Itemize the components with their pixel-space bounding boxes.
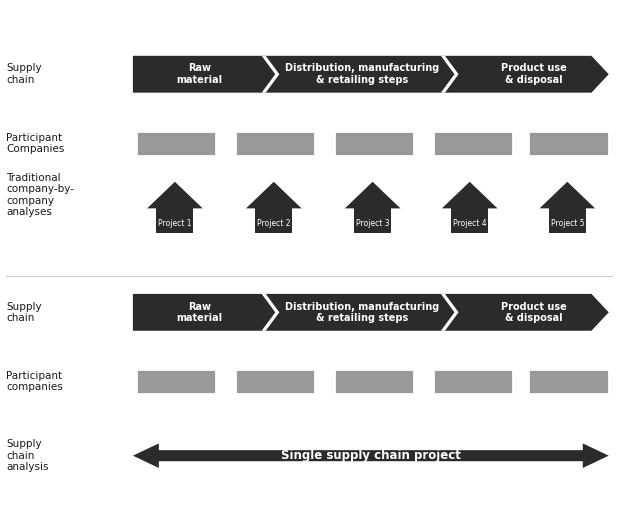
Bar [235,131,315,156]
Text: Project 1: Project 1 [158,219,192,228]
Polygon shape [147,182,203,208]
Text: Participant
companies: Participant companies [6,371,63,392]
Text: Participant
Companies: Participant Companies [6,133,64,154]
Polygon shape [261,294,279,331]
Text: Project 3: Project 3 [356,219,389,228]
Bar [156,208,193,233]
Polygon shape [441,56,459,93]
Polygon shape [345,182,400,208]
Text: Distribution, manufacturing
& retailing steps: Distribution, manufacturing & retailing … [285,63,439,85]
Text: Project 5: Project 5 [551,219,584,228]
Bar [235,369,315,394]
Text: Raw
material: Raw material [176,63,222,85]
Polygon shape [246,182,302,208]
Bar [255,208,292,233]
Text: Distribution, manufacturing
& retailing steps: Distribution, manufacturing & retailing … [285,302,439,323]
Polygon shape [442,182,497,208]
Bar [334,131,414,156]
Bar [136,369,216,394]
Polygon shape [441,294,459,331]
Text: Supply
chain: Supply chain [6,63,42,85]
Text: Project 2: Project 2 [257,219,290,228]
Bar [528,131,609,156]
Bar [549,208,586,233]
Text: Supply
chain
analysis: Supply chain analysis [6,439,49,472]
Polygon shape [261,56,279,93]
Text: Product use
& disposal: Product use & disposal [501,302,567,323]
Bar [136,131,216,156]
Bar [354,208,391,233]
Bar [433,369,513,394]
Polygon shape [133,443,609,468]
Polygon shape [133,294,609,331]
Polygon shape [540,182,595,208]
Text: Single supply chain project: Single supply chain project [281,449,461,462]
Text: Project 4: Project 4 [453,219,486,228]
Polygon shape [133,56,609,93]
Text: Raw
material: Raw material [176,302,222,323]
Bar [334,369,414,394]
Text: Traditional
company-by-
company
analyses: Traditional company-by- company analyses [6,173,74,218]
Bar [528,369,609,394]
Bar [451,208,488,233]
Text: Product use
& disposal: Product use & disposal [501,63,567,85]
Text: Supply
chain: Supply chain [6,302,42,323]
Bar [433,131,513,156]
